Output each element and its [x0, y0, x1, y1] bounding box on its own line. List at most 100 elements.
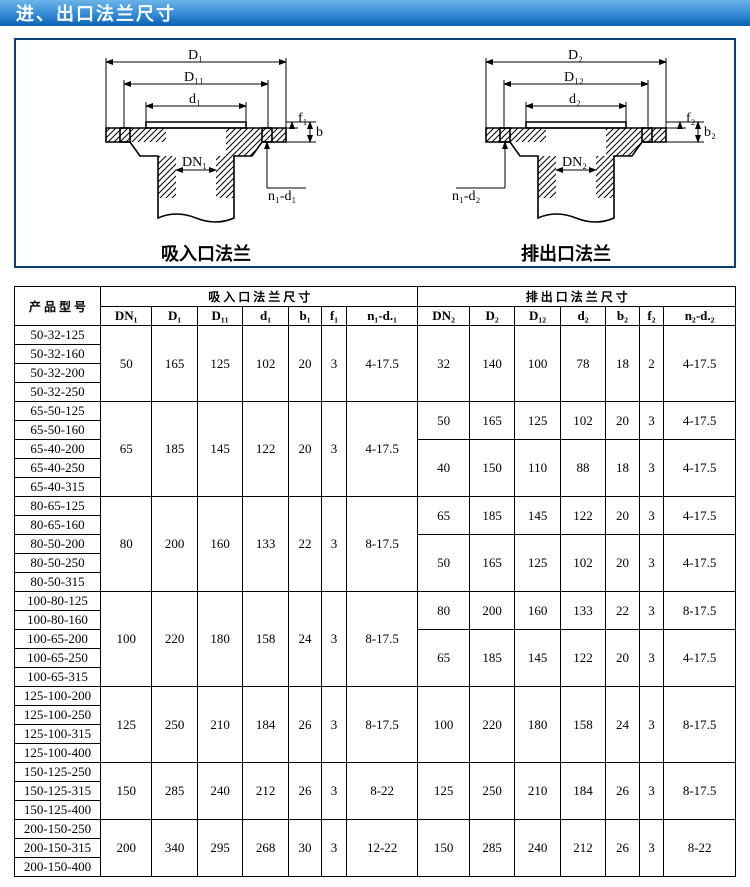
outlet-cell: 285	[469, 820, 514, 877]
model-cell: 50-32-125	[15, 326, 101, 345]
inlet-cell: 8-17.5	[346, 592, 418, 687]
model-cell: 100-65-250	[15, 649, 101, 668]
outlet-cell: 240	[515, 820, 560, 877]
model-cell: 80-50-315	[15, 573, 101, 592]
outlet-cell: 65	[418, 497, 469, 535]
outlet-cell: 102	[560, 535, 605, 592]
table-row: 200-150-25020034029526830312-22150285240…	[15, 820, 736, 839]
model-cell: 50-32-200	[15, 364, 101, 383]
outlet-cell: 3	[639, 402, 664, 440]
model-cell: 50-32-160	[15, 345, 101, 364]
svg-text:D₁₁: D₁₁	[184, 70, 204, 85]
inlet-cell: 212	[243, 763, 288, 820]
subcol: f₂	[639, 307, 664, 326]
outlet-cell: 18	[606, 326, 639, 402]
outlet-cell: 4-17.5	[664, 630, 736, 687]
svg-text:n₁-d₂: n₁-d₂	[452, 189, 481, 204]
inlet-cell: 268	[243, 820, 288, 877]
model-cell: 100-65-315	[15, 668, 101, 687]
subcol: D₂	[469, 307, 514, 326]
table-head: 产 品 型 号 吸 入 口 法 兰 尺 寸 排 出 口 法 兰 尺 寸 DN₁D…	[15, 287, 736, 326]
inlet-cell: 3	[322, 763, 347, 820]
col-inlet: 吸 入 口 法 兰 尺 寸	[101, 287, 418, 307]
model-cell: 125-100-200	[15, 687, 101, 706]
outlet-cell: 125	[418, 763, 469, 820]
subcol: D₁	[152, 307, 197, 326]
outlet-cell: 102	[560, 402, 605, 440]
outlet-cell: 20	[606, 402, 639, 440]
svg-text:b₂: b₂	[704, 125, 716, 140]
model-cell: 200-150-250	[15, 820, 101, 839]
outlet-cell: 3	[639, 497, 664, 535]
outlet-cell: 212	[560, 820, 605, 877]
inlet-cell: 295	[197, 820, 242, 877]
subcol: D₁₁	[197, 307, 242, 326]
model-cell: 80-50-250	[15, 554, 101, 573]
outlet-cell: 4-17.5	[664, 497, 736, 535]
inlet-cell: 160	[197, 497, 242, 592]
subcol: n₂-d.₂	[664, 307, 736, 326]
model-cell: 100-80-125	[15, 592, 101, 611]
table-body: 50-32-125501651251022034-17.532140100781…	[15, 326, 736, 877]
outlet-cell: 158	[560, 687, 605, 763]
model-cell: 80-65-160	[15, 516, 101, 535]
inlet-caption: 吸入口法兰	[76, 240, 336, 266]
inlet-cell: 165	[152, 326, 197, 402]
outlet-cell: 3	[639, 592, 664, 630]
inlet-cell: 200	[101, 820, 152, 877]
inlet-cell: 340	[152, 820, 197, 877]
model-cell: 200-150-400	[15, 858, 101, 877]
outlet-cell: 133	[560, 592, 605, 630]
subcol: DN₂	[418, 307, 469, 326]
subcol: d₁	[243, 307, 288, 326]
model-cell: 65-40-315	[15, 478, 101, 497]
inlet-cell: 250	[152, 687, 197, 763]
outlet-cell: 4-17.5	[664, 402, 736, 440]
inlet-cell: 158	[243, 592, 288, 687]
outlet-cell: 3	[639, 820, 664, 877]
inlet-cell: 12-22	[346, 820, 418, 877]
outlet-cell: 3	[639, 440, 664, 497]
model-cell: 200-150-315	[15, 839, 101, 858]
inlet-cell: 200	[152, 497, 197, 592]
model-cell: 50-32-250	[15, 383, 101, 402]
table-row: 100-80-1251002201801582438-17.5802001601…	[15, 592, 736, 611]
outlet-cell: 165	[469, 535, 514, 592]
outlet-cell: 20	[606, 497, 639, 535]
outlet-cell: 185	[469, 630, 514, 687]
inlet-cell: 150	[101, 763, 152, 820]
inlet-cell: 4-17.5	[346, 402, 418, 497]
outlet-cell: 22	[606, 592, 639, 630]
outlet-cell: 80	[418, 592, 469, 630]
outlet-cell: 150	[469, 440, 514, 497]
outlet-cell: 160	[515, 592, 560, 630]
outlet-cell: 145	[515, 630, 560, 687]
svg-text:d₂: d₂	[569, 92, 581, 107]
inlet-cell: 20	[288, 402, 321, 497]
svg-text:n₁-d₁: n₁-d₁	[268, 189, 296, 204]
outlet-cell: 88	[560, 440, 605, 497]
model-cell: 80-50-200	[15, 535, 101, 554]
inlet-cell: 80	[101, 497, 152, 592]
outlet-cell: 122	[560, 630, 605, 687]
table-row: 125-100-2001252502101842638-17.510022018…	[15, 687, 736, 706]
outlet-cell: 122	[560, 497, 605, 535]
outlet-cell: 4-17.5	[664, 440, 736, 497]
outlet-caption: 排出口法兰	[436, 240, 696, 266]
inlet-cell: 100	[101, 592, 152, 687]
outlet-cell: 110	[515, 440, 560, 497]
outlet-cell: 3	[639, 630, 664, 687]
model-cell: 65-40-200	[15, 440, 101, 459]
subcol: d₂	[560, 307, 605, 326]
svg-text:d₁: d₁	[189, 92, 201, 107]
inlet-cell: 133	[243, 497, 288, 592]
outlet-cell: 140	[469, 326, 514, 402]
outlet-cell: 180	[515, 687, 560, 763]
svg-text:D₁: D₁	[188, 48, 203, 63]
outlet-cell: 32	[418, 326, 469, 402]
inlet-cell: 50	[101, 326, 152, 402]
outlet-flange-diagram: D₂ D₁₂ d₂ DN₂ f₂ b₂	[436, 48, 696, 266]
inlet-cell: 65	[101, 402, 152, 497]
table-row: 65-50-125651851451222034-17.550165125102…	[15, 402, 736, 421]
outlet-cell: 18	[606, 440, 639, 497]
